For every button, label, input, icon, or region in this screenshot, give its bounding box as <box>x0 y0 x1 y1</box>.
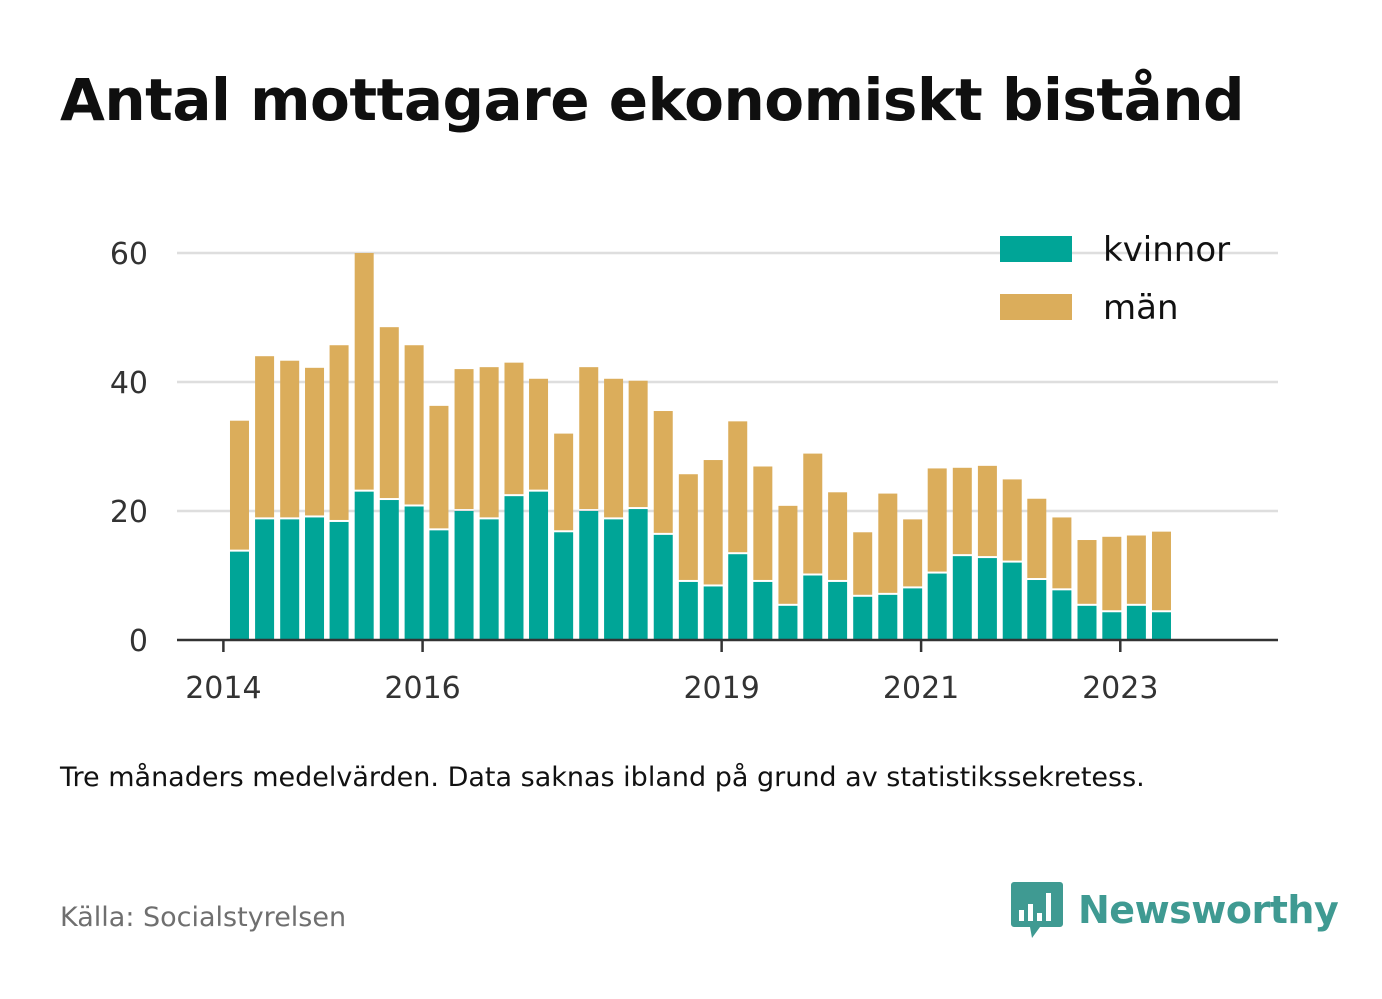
bar-man <box>853 532 873 595</box>
bar-man <box>1102 536 1122 611</box>
bar-kvinnor <box>703 586 723 640</box>
bar-kvinnor <box>977 558 997 640</box>
bar-man <box>1151 531 1171 611</box>
bar-kvinnor <box>728 554 748 640</box>
bar-man <box>653 411 673 533</box>
bar-kvinnor <box>329 521 349 640</box>
bar-kvinnor <box>504 496 524 640</box>
bar-man <box>579 367 599 509</box>
bar-man <box>803 453 823 574</box>
y-tick-label: 20 <box>110 495 148 530</box>
bar-man <box>1002 479 1022 561</box>
bar-kvinnor <box>404 506 424 640</box>
bar-kvinnor <box>1052 590 1072 640</box>
bar-man <box>878 493 898 593</box>
bar-kvinnor <box>429 530 449 640</box>
bar-man <box>828 492 848 580</box>
bar-kvinnor <box>927 573 947 640</box>
bar-chart-speech-bubble-icon <box>1011 882 1063 938</box>
bar-man <box>753 466 773 580</box>
brand-logo[interactable]: Newsworthy <box>1010 880 1339 940</box>
bar-man <box>977 465 997 557</box>
bar-kvinnor <box>1077 605 1097 640</box>
bar-kvinnor <box>678 581 698 640</box>
bar-man <box>1027 498 1047 579</box>
bar-man <box>329 345 349 520</box>
chart-note: Tre månaders medelvärden. Data saknas ib… <box>60 762 1145 793</box>
bar-man <box>1052 517 1072 589</box>
bar-man <box>305 367 325 516</box>
bar-kvinnor <box>952 556 972 640</box>
bar-kvinnor <box>479 519 499 640</box>
x-tick-label: 2021 <box>883 671 959 706</box>
bar-man <box>728 421 748 553</box>
bar-kvinnor <box>529 491 549 640</box>
legend-swatch <box>1000 294 1072 320</box>
y-tick-label: 40 <box>110 366 148 401</box>
source-label: Källa: Socialstyrelsen <box>60 902 347 933</box>
bar-man <box>927 468 947 572</box>
bar-man <box>678 474 698 580</box>
bars <box>229 253 1171 640</box>
bar-man <box>778 505 798 604</box>
legend-label: män <box>1103 288 1179 328</box>
bar-kvinnor <box>653 534 673 640</box>
bar-kvinnor <box>305 517 325 640</box>
bar-kvinnor <box>853 596 873 640</box>
bar-man <box>429 405 449 529</box>
x-tick-label: 2014 <box>185 671 261 706</box>
bar-kvinnor <box>778 605 798 640</box>
bar-kvinnor <box>280 519 300 640</box>
bar-kvinnor <box>454 511 474 640</box>
bar-man <box>280 360 300 518</box>
bar-man <box>255 356 275 518</box>
bar-kvinnor <box>828 581 848 640</box>
bar-kvinnor <box>1027 580 1047 640</box>
y-tick-label: 60 <box>110 237 148 272</box>
bar-kvinnor <box>229 551 249 640</box>
chart-title: Antal mottagare ekonomiskt bistånd <box>60 66 1245 134</box>
bar-man <box>229 420 249 550</box>
legend-swatch <box>1000 236 1072 262</box>
bar-kvinnor <box>579 511 599 640</box>
bar-man <box>703 460 723 585</box>
bar-kvinnor <box>1126 605 1146 640</box>
bar-kvinnor <box>1151 612 1171 640</box>
bar-kvinnor <box>1102 612 1122 640</box>
axes: 0 20 40 60 2014 2016 2019 2021 2023 <box>110 237 1278 706</box>
bar-kvinnor <box>604 519 624 640</box>
bar-kvinnor <box>255 519 275 640</box>
x-tick-label: 2019 <box>683 671 759 706</box>
bar-man <box>952 467 972 555</box>
bar-man <box>529 378 549 490</box>
bar-man <box>903 519 923 587</box>
stacked-bar-chart: 0 20 40 60 2014 2016 2019 2021 2023 kvinnor män <box>110 230 1278 706</box>
bar-kvinnor <box>354 491 374 640</box>
legend-label: kvinnor <box>1103 230 1230 270</box>
bar-man <box>504 362 524 495</box>
legend: kvinnor män <box>1000 230 1230 328</box>
bar-kvinnor <box>1002 562 1022 640</box>
bar-kvinnor <box>554 532 574 640</box>
bar-kvinnor <box>753 581 773 640</box>
bar-man <box>1077 540 1097 604</box>
y-tick-label: 0 <box>129 624 148 659</box>
bar-kvinnor <box>903 588 923 640</box>
bar-kvinnor <box>878 594 898 640</box>
bar-man <box>479 367 499 518</box>
bar-kvinnor <box>628 509 648 640</box>
bar-man <box>404 345 424 505</box>
brand-name: Newsworthy <box>1078 888 1339 932</box>
bar-man <box>354 253 374 490</box>
bar-kvinnor <box>803 575 823 640</box>
bar-man <box>1126 535 1146 604</box>
bar-man <box>604 378 624 518</box>
bar-man <box>379 327 399 499</box>
bar-man <box>554 433 574 531</box>
bar-kvinnor <box>379 500 399 640</box>
bar-man <box>628 380 648 508</box>
x-tick-label: 2016 <box>384 671 460 706</box>
x-tick-label: 2023 <box>1082 671 1158 706</box>
bar-man <box>454 369 474 509</box>
